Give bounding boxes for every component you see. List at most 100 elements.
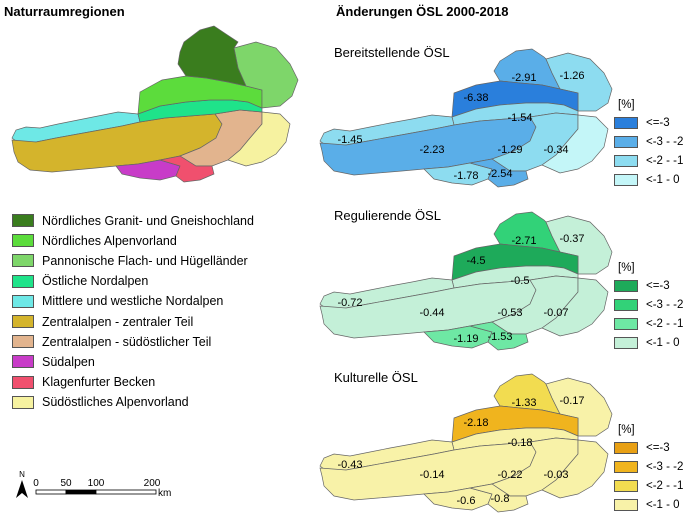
region-value-label: -1.19	[453, 333, 478, 345]
legend-label: <-2 - -1	[646, 154, 684, 167]
percent-legend: [%] <=-3 <-3 - -2 <-2 - -1 <-1 - 0	[614, 262, 683, 352]
region-granit-gneishochland	[177, 25, 247, 87]
legend-swatch	[12, 274, 34, 288]
legend-label: <-2 - -1	[646, 317, 684, 330]
region-value-label: -2.54	[487, 168, 512, 180]
region-shape	[545, 52, 613, 112]
legend-swatch	[614, 441, 638, 454]
legend-label: Klagenfurter Becken	[42, 375, 156, 390]
percent-legend-item: <=-3	[614, 113, 683, 132]
legend-label: <-1 - 0	[646, 336, 680, 349]
legend-label: Mittlere und westliche Nordalpen	[42, 294, 224, 309]
regions-legend-item: Nördliches Granit- und Gneishochland	[12, 212, 254, 229]
region-value-label: -0.5	[511, 275, 530, 287]
legend-label: <=-3	[646, 279, 670, 292]
scale-bar: N 0 50 100 200 km	[16, 470, 171, 499]
region-klagenfurter-becken	[159, 155, 215, 183]
left-title: Naturraumregionen	[4, 4, 125, 19]
change-map: -2.91 -1.26 -6.38 -1.54 -1.45 -2.23 -1.29 -0.34…	[319, 48, 613, 188]
region-value-label: -4.5	[467, 255, 486, 267]
scale-tick-3: 200	[144, 478, 161, 489]
region-value-label: -1.78	[453, 170, 478, 182]
legend-label: <-1 - 0	[646, 498, 680, 511]
legend-label: <-3 - -2	[646, 460, 684, 473]
legend-label: <=-3	[646, 441, 670, 454]
legend-label: Pannonische Flach- und Hügelländer	[42, 253, 248, 268]
natural-regions-map	[11, 25, 299, 183]
percent-legend-item: <-1 - 0	[614, 170, 683, 189]
legend-swatch	[614, 154, 638, 167]
legend-swatch	[614, 317, 638, 330]
percent-legend-item: <-3 - -2	[614, 295, 683, 314]
region-shape	[469, 483, 529, 513]
right-title: Änderungen ÖSL 2000-2018	[336, 4, 509, 19]
region-shape	[469, 321, 529, 351]
percent-legend-title: [%]	[618, 262, 635, 274]
legend-swatch	[12, 254, 34, 268]
legend-swatch	[614, 498, 638, 511]
legend-label: <=-3	[646, 116, 670, 129]
scale-tick-0: 0	[33, 478, 39, 489]
legend-swatch	[12, 294, 34, 308]
percent-legend-item: <-1 - 0	[614, 333, 683, 352]
regions-legend-item: Klagenfurter Becken	[12, 374, 155, 391]
region-shape	[541, 277, 609, 337]
region-value-label: -0.6	[457, 495, 476, 507]
region-value-label: -0.72	[337, 297, 362, 309]
legend-swatch	[12, 355, 34, 369]
legend-label: Südalpen	[42, 354, 95, 369]
percent-legend-item: <=-3	[614, 276, 683, 295]
region-value-label: -0.07	[543, 307, 568, 319]
percent-legend-item: <-3 - -2	[614, 132, 683, 151]
legend-label: <-2 - -1	[646, 479, 684, 492]
region-value-label: -2.18	[463, 417, 488, 429]
region-value-label: -0.37	[559, 233, 584, 245]
region-value-label: -0.18	[507, 437, 532, 449]
region-value-label: -0.8	[491, 493, 510, 505]
region-value-label: -0.43	[337, 459, 362, 471]
percent-legend: [%] <=-3 <-3 - -2 <-2 - -1 <-1 - 0	[614, 424, 683, 514]
legend-label: Nördliches Alpenvorland	[42, 233, 177, 248]
map-title: Regulierende ÖSL	[334, 208, 441, 223]
legend-label: Östliche Nordalpen	[42, 274, 149, 289]
change-map: -2.71 -0.37 -4.5 -0.5 -0.72 -0.44 -0.53 -0.07 -1…	[319, 211, 613, 351]
region-value-label: -1.29	[497, 144, 522, 156]
north-label: N	[19, 470, 25, 479]
legend-label: <-3 - -2	[646, 135, 684, 148]
percent-legend-title: [%]	[618, 424, 635, 436]
legend-swatch	[12, 395, 34, 409]
region-value-label: -0.44	[419, 307, 444, 319]
regions-legend-item: Pannonische Flach- und Hügelländer	[12, 252, 248, 269]
legend-swatch	[614, 460, 638, 473]
region-value-label: -1.54	[507, 112, 532, 124]
percent-legend-item: <-1 - 0	[614, 495, 683, 514]
region-value-label: -2.91	[511, 72, 536, 84]
region-value-label: -2.23	[419, 144, 444, 156]
region-shape	[545, 215, 613, 275]
regions-legend-item: Südalpen	[12, 353, 95, 370]
legend-label: <-3 - -2	[646, 298, 684, 311]
regions-legend-item: Zentralalpen - zentraler Teil	[12, 313, 193, 330]
scale-unit: km	[158, 488, 171, 499]
legend-label: Zentralalpen - zentraler Teil	[42, 314, 194, 329]
region-value-label: -1.33	[511, 397, 536, 409]
region-value-label: -0.22	[497, 469, 522, 481]
legend-swatch	[614, 298, 638, 311]
region-value-label: -1.53	[487, 331, 512, 343]
region-value-label: -0.03	[543, 469, 568, 481]
percent-legend-item: <-2 - -1	[614, 151, 683, 170]
map-title: Kulturelle ÖSL	[334, 370, 418, 385]
region-value-label: -0.14	[419, 469, 444, 481]
region-value-label: -2.71	[511, 235, 536, 247]
region-shape	[541, 439, 609, 499]
regions-legend-item: Östliche Nordalpen	[12, 273, 148, 290]
legend-swatch	[12, 315, 34, 328]
region-shape	[541, 114, 609, 174]
legend-swatch	[12, 335, 34, 349]
legend-swatch	[12, 375, 34, 389]
legend-swatch	[614, 479, 638, 492]
region-value-label: -1.26	[559, 70, 584, 82]
change-map: -1.33 -0.17 -2.18 -0.18 -0.43 -0.14 -0.22 -0.03…	[319, 373, 613, 513]
percent-legend: [%] <=-3 <-3 - -2 <-2 - -1 <-1 - 0	[614, 99, 683, 189]
legend-label: Nördliches Granit- und Gneishochland	[42, 213, 254, 228]
